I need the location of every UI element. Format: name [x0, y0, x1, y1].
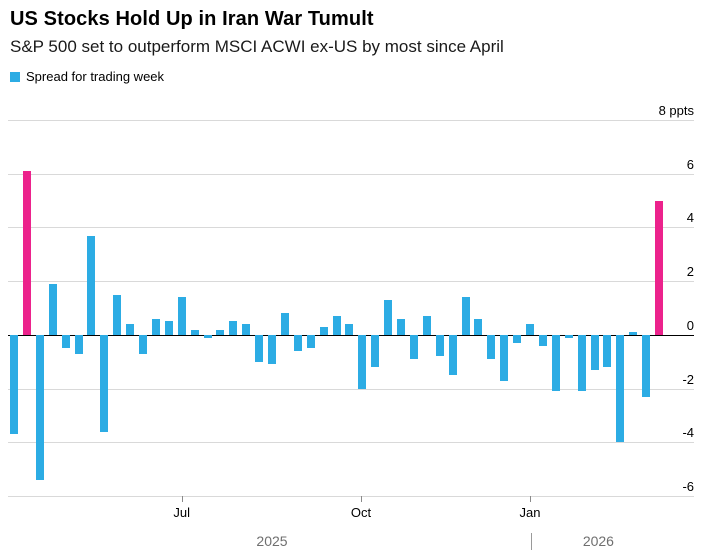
highlight-bar [655, 200, 663, 335]
y-axis-label: 0 [686, 318, 694, 333]
year-label: 2025 [256, 533, 288, 549]
bar [139, 334, 147, 354]
bar [448, 334, 457, 376]
x-tick-label: Oct [350, 505, 372, 520]
x-tick [181, 496, 183, 502]
gridline [8, 389, 694, 390]
gridline [8, 174, 694, 175]
bar [500, 334, 509, 381]
y-axis-label: -2 [682, 372, 694, 387]
bar [409, 334, 418, 360]
y-axis-label: -6 [682, 479, 694, 494]
bar [358, 334, 367, 389]
y-axis-label: -4 [682, 425, 694, 440]
bar [293, 334, 302, 351]
bar [345, 324, 354, 335]
legend-swatch-icon [10, 71, 20, 82]
bar [113, 294, 122, 335]
y-axis-label: 4 [686, 210, 694, 225]
year-divider [531, 533, 533, 550]
bar [538, 334, 547, 346]
bar [255, 334, 264, 362]
bar [332, 316, 341, 335]
bar [151, 318, 160, 335]
bar [422, 316, 431, 335]
y-axis-label: 2 [686, 264, 694, 279]
bar [177, 297, 186, 335]
bar [306, 334, 315, 349]
bar [35, 334, 44, 480]
bar [74, 334, 83, 354]
bar [629, 332, 638, 335]
bar [10, 334, 18, 435]
bar [190, 329, 199, 335]
bar [48, 283, 57, 335]
chart-subtitle: S&P 500 set to outperform MSCI ACWI ex-U… [10, 37, 504, 56]
bar [371, 334, 380, 368]
highlight-bar [22, 171, 31, 335]
bar [577, 334, 586, 392]
gridline [8, 442, 694, 443]
chart-title: US Stocks Hold Up in Iran War Tumult [10, 8, 374, 30]
bar [164, 321, 173, 335]
bar [203, 334, 212, 338]
bar [616, 334, 625, 443]
bar [100, 334, 109, 432]
bar [435, 334, 444, 357]
bar [642, 334, 651, 397]
bar [513, 334, 522, 343]
bar [126, 324, 135, 335]
bar [564, 334, 573, 338]
bar [319, 326, 328, 335]
bar [397, 318, 405, 335]
x-tick [530, 496, 531, 502]
bar [229, 321, 238, 335]
bar [216, 329, 225, 335]
bar [242, 324, 251, 335]
bar [487, 334, 496, 360]
x-tick-label: Jul [173, 505, 190, 520]
bar [61, 334, 70, 349]
x-tick-label: Jan [519, 505, 541, 520]
gridline [8, 281, 694, 282]
legend: Spread for trading week [10, 69, 164, 84]
bar [526, 324, 534, 335]
bar [268, 334, 276, 365]
bar [551, 334, 560, 392]
legend-label: Spread for trading week [26, 69, 165, 84]
zero-line [8, 335, 694, 336]
gridline [8, 227, 694, 228]
bar [474, 318, 483, 335]
y-axis-label: 6 [686, 157, 694, 172]
bar [603, 334, 612, 368]
bar [87, 235, 96, 335]
gridline [8, 120, 694, 121]
x-tick [361, 496, 362, 502]
bar [384, 299, 393, 335]
bar [461, 297, 470, 335]
bar [590, 334, 599, 370]
bar [280, 313, 289, 335]
y-axis-label: 8 ppts [658, 103, 694, 118]
year-label: 2026 [582, 533, 614, 549]
gridline [8, 496, 694, 497]
